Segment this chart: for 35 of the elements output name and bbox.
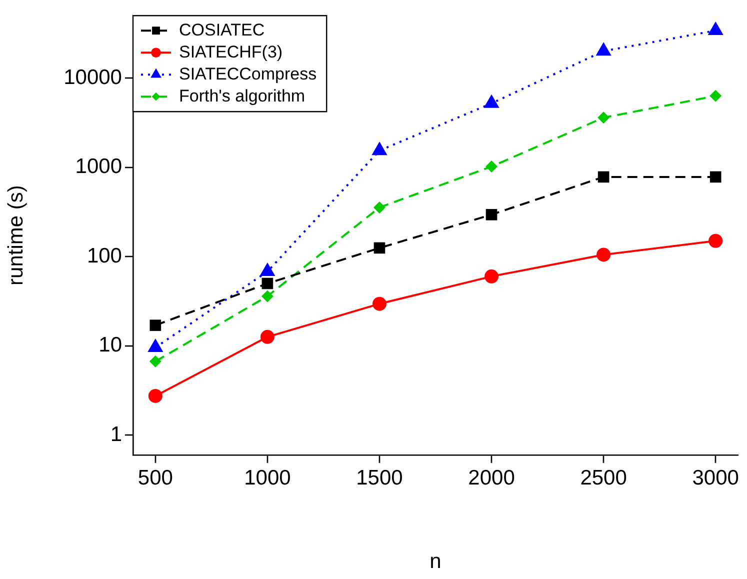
legend-label: SIATECHF(3) — [179, 42, 283, 62]
point — [710, 171, 722, 183]
point — [486, 208, 498, 220]
point — [710, 90, 722, 102]
legend-label: Forth's algorithm — [179, 86, 306, 106]
point — [596, 248, 611, 262]
legend-label: COSIATEC — [179, 20, 265, 40]
point — [149, 355, 162, 368]
y-axis-title: runtime (s) — [4, 185, 28, 286]
x-tick-label: 1000 — [244, 466, 291, 490]
point — [148, 388, 162, 403]
point — [708, 234, 723, 248]
point — [260, 330, 274, 344]
y-tick-label: 10000 — [64, 66, 122, 89]
point — [150, 320, 162, 331]
x-tick-label: 2000 — [468, 466, 515, 490]
x-axis-title: n — [430, 550, 442, 574]
point — [374, 242, 386, 254]
point — [484, 269, 499, 284]
point — [598, 171, 610, 183]
point — [373, 201, 386, 214]
point — [262, 278, 274, 290]
x-tick-label: 1500 — [356, 466, 403, 490]
y-tick-label: 100 — [86, 244, 122, 268]
y-tick-label: 1 — [110, 422, 122, 446]
y-tick-label: 1000 — [75, 155, 122, 178]
x-tick-label: 3000 — [692, 466, 739, 490]
legend-label: SIATECCompress — [179, 64, 317, 84]
y-tick-label: 10 — [98, 334, 122, 357]
point — [261, 290, 274, 302]
point — [372, 296, 386, 311]
point — [486, 160, 498, 173]
x-tick-label: 500 — [138, 466, 173, 490]
point — [598, 112, 610, 124]
x-tick-label: 2500 — [580, 466, 627, 490]
